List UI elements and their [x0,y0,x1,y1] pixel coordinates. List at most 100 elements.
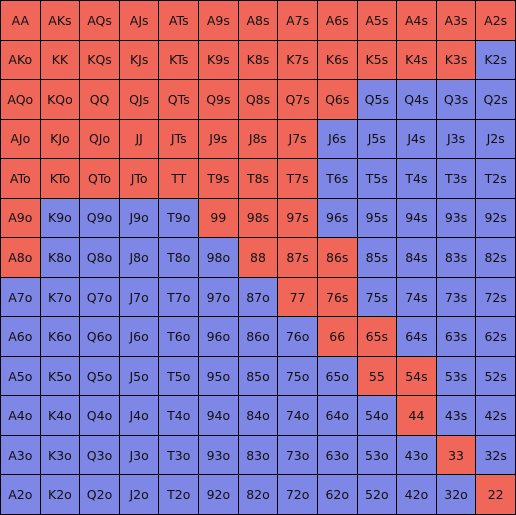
hand-cell-Q8o[interactable]: Q8o [80,238,119,277]
hand-cell-T5o[interactable]: T5o [159,356,199,396]
hand-cell-Q2s[interactable]: Q2s [476,80,515,119]
hand-cell-94s[interactable]: 94s [397,198,436,238]
hand-cell-A9s[interactable]: A9s [199,1,238,40]
hand-cell-J8o[interactable]: J8o [119,238,159,277]
hand-cell-T8s[interactable]: T8s [238,159,278,198]
hand-cell-83s[interactable]: 83s [436,238,476,277]
hand-cell-97o[interactable]: 97o [199,277,238,317]
hand-cell-Q2o[interactable]: Q2o [80,475,119,514]
hand-cell-AQo[interactable]: AQo [1,80,40,119]
hand-cell-Q3o[interactable]: Q3o [80,435,119,475]
hand-cell-73s[interactable]: 73s [436,277,476,317]
hand-cell-QTo[interactable]: QTo [80,159,119,198]
hand-cell-64o[interactable]: 64o [317,396,357,435]
hand-cell-JTo[interactable]: JTo [119,159,159,198]
hand-cell-T6s[interactable]: T6s [317,159,357,198]
hand-cell-JTs[interactable]: JTs [159,119,199,159]
hand-cell-J4s[interactable]: J4s [397,119,436,159]
hand-cell-AKs[interactable]: AKs [40,1,80,40]
hand-cell-K2o[interactable]: K2o [40,475,80,514]
hand-cell-T3s[interactable]: T3s [436,159,476,198]
hand-cell-52s[interactable]: 52s [476,356,515,396]
hand-cell-A3s[interactable]: A3s [436,1,476,40]
hand-cell-43o[interactable]: 43o [397,435,436,475]
hand-cell-86o[interactable]: 86o [238,317,278,356]
hand-cell-K9s[interactable]: K9s [199,40,238,80]
hand-cell-55[interactable]: 55 [357,356,397,396]
hand-cell-K7s[interactable]: K7s [278,40,317,80]
hand-cell-76o[interactable]: 76o [278,317,317,356]
hand-cell-A8o[interactable]: A8o [1,238,40,277]
hand-cell-A7o[interactable]: A7o [1,277,40,317]
hand-cell-98o[interactable]: 98o [199,238,238,277]
hand-cell-84s[interactable]: 84s [397,238,436,277]
hand-cell-T5s[interactable]: T5s [357,159,397,198]
hand-cell-54s[interactable]: 54s [397,356,436,396]
hand-cell-T4o[interactable]: T4o [159,396,199,435]
hand-cell-AA[interactable]: AA [1,1,40,40]
hand-cell-Q7s[interactable]: Q7s [278,80,317,119]
hand-cell-A9o[interactable]: A9o [1,198,40,238]
hand-cell-T4s[interactable]: T4s [397,159,436,198]
hand-cell-87o[interactable]: 87o [238,277,278,317]
hand-cell-AKo[interactable]: AKo [1,40,40,80]
hand-cell-A4s[interactable]: A4s [397,1,436,40]
hand-cell-J6s[interactable]: J6s [317,119,357,159]
hand-cell-22[interactable]: 22 [476,475,515,514]
hand-cell-T7s[interactable]: T7s [278,159,317,198]
hand-cell-K5o[interactable]: K5o [40,356,80,396]
hand-cell-KTo[interactable]: KTo [40,159,80,198]
hand-cell-92s[interactable]: 92s [476,198,515,238]
hand-cell-98s[interactable]: 98s [238,198,278,238]
hand-cell-96o[interactable]: 96o [199,317,238,356]
hand-cell-86s[interactable]: 86s [317,238,357,277]
hand-cell-53o[interactable]: 53o [357,435,397,475]
hand-cell-A5s[interactable]: A5s [357,1,397,40]
hand-cell-65o[interactable]: 65o [317,356,357,396]
hand-cell-97s[interactable]: 97s [278,198,317,238]
hand-cell-96s[interactable]: 96s [317,198,357,238]
hand-cell-95o[interactable]: 95o [199,356,238,396]
hand-cell-32s[interactable]: 32s [476,435,515,475]
hand-cell-93o[interactable]: 93o [199,435,238,475]
hand-cell-T6o[interactable]: T6o [159,317,199,356]
hand-cell-82o[interactable]: 82o [238,475,278,514]
hand-cell-T9o[interactable]: T9o [159,198,199,238]
hand-cell-K4o[interactable]: K4o [40,396,80,435]
hand-cell-A5o[interactable]: A5o [1,356,40,396]
hand-cell-A4o[interactable]: A4o [1,396,40,435]
hand-cell-43s[interactable]: 43s [436,396,476,435]
hand-cell-73o[interactable]: 73o [278,435,317,475]
hand-cell-72s[interactable]: 72s [476,277,515,317]
hand-cell-ATo[interactable]: ATo [1,159,40,198]
hand-cell-A3o[interactable]: A3o [1,435,40,475]
hand-cell-J7o[interactable]: J7o [119,277,159,317]
hand-cell-83o[interactable]: 83o [238,435,278,475]
hand-cell-K8o[interactable]: K8o [40,238,80,277]
hand-cell-54o[interactable]: 54o [357,396,397,435]
hand-cell-J2s[interactable]: J2s [476,119,515,159]
hand-cell-Q5o[interactable]: Q5o [80,356,119,396]
hand-cell-ATs[interactable]: ATs [159,1,199,40]
hand-cell-62s[interactable]: 62s [476,317,515,356]
hand-cell-J7s[interactable]: J7s [278,119,317,159]
hand-cell-65s[interactable]: 65s [357,317,397,356]
hand-cell-Q3s[interactable]: Q3s [436,80,476,119]
hand-cell-66[interactable]: 66 [317,317,357,356]
hand-cell-AJo[interactable]: AJo [1,119,40,159]
hand-cell-53s[interactable]: 53s [436,356,476,396]
hand-cell-T8o[interactable]: T8o [159,238,199,277]
hand-cell-T7o[interactable]: T7o [159,277,199,317]
hand-cell-QQ[interactable]: QQ [80,80,119,119]
hand-cell-88[interactable]: 88 [238,238,278,277]
hand-cell-62o[interactable]: 62o [317,475,357,514]
hand-cell-T2s[interactable]: T2s [476,159,515,198]
hand-cell-KQo[interactable]: KQo [40,80,80,119]
hand-cell-Q9o[interactable]: Q9o [80,198,119,238]
hand-cell-85s[interactable]: 85s [357,238,397,277]
hand-cell-44[interactable]: 44 [397,396,436,435]
hand-cell-K4s[interactable]: K4s [397,40,436,80]
hand-cell-J2o[interactable]: J2o [119,475,159,514]
hand-cell-33[interactable]: 33 [436,435,476,475]
hand-cell-T2o[interactable]: T2o [159,475,199,514]
